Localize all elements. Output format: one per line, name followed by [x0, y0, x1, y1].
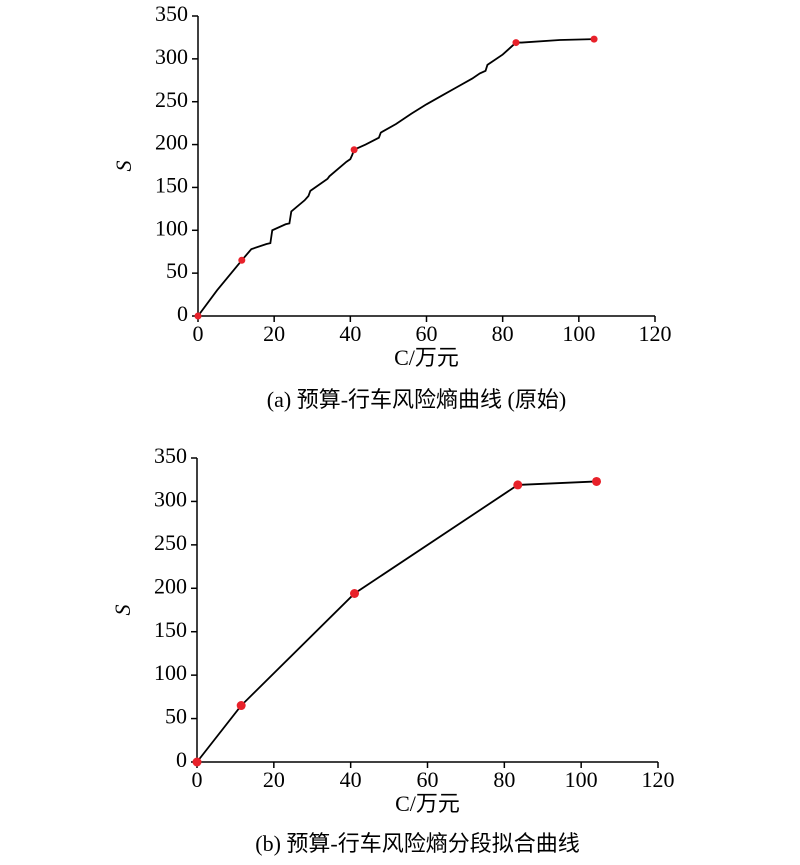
y-tick-label: 250: [155, 87, 188, 112]
y-tick-label: 350: [154, 443, 187, 468]
x-tick-label: 20: [263, 767, 285, 792]
marker: [513, 480, 523, 490]
y-tick-label: 150: [155, 172, 188, 197]
y-axis-label: S: [110, 605, 135, 616]
marker: [236, 701, 246, 711]
x-tick-label: 80: [492, 321, 514, 346]
x-tick-label: 20: [263, 321, 285, 346]
caption: (a) 预算-行车风险熵曲线 (原始): [267, 387, 566, 412]
x-tick-label: 60: [416, 321, 438, 346]
x-tick-label: 0: [193, 321, 204, 346]
x-tick-label: 40: [339, 321, 361, 346]
y-tick-label: 150: [154, 617, 187, 642]
y-tick-label: 200: [155, 130, 188, 155]
caption: (b) 预算-行车风险熵分段拟合曲线: [255, 831, 579, 856]
line: [196, 480, 597, 763]
y-tick-label: 250: [154, 530, 187, 555]
y-tick-label: 300: [155, 44, 188, 69]
marker: [512, 39, 520, 47]
x-tick-label: 100: [565, 767, 598, 792]
y-axis-label: S: [111, 161, 136, 172]
y-tick-label: 100: [155, 215, 188, 240]
line: [197, 38, 595, 317]
x-tick-label: 0: [192, 767, 203, 792]
y-tick-label: 200: [154, 573, 187, 598]
x-tick-label: 120: [642, 767, 675, 792]
marker: [350, 146, 358, 154]
x-tick-label: 120: [639, 321, 672, 346]
y-tick-label: 100: [154, 660, 187, 685]
marker: [592, 476, 602, 486]
y-tick-label: 0: [177, 301, 188, 326]
x-tick-label: 100: [562, 321, 595, 346]
marker: [590, 35, 598, 43]
y-tick-label: 300: [154, 486, 187, 511]
x-tick-label: 80: [493, 767, 515, 792]
x-tick-label: 60: [417, 767, 439, 792]
x-axis-label: C/万元: [395, 791, 460, 816]
y-tick-label: 50: [166, 258, 188, 283]
y-tick-label: 50: [165, 704, 187, 729]
y-tick-label: 0: [176, 747, 187, 772]
y-tick-label: 350: [155, 1, 188, 26]
x-axis-label: C/万元: [394, 345, 459, 370]
marker: [238, 256, 246, 264]
x-tick-label: 40: [340, 767, 362, 792]
marker: [350, 588, 360, 598]
marker: [192, 757, 202, 767]
marker: [194, 312, 202, 320]
